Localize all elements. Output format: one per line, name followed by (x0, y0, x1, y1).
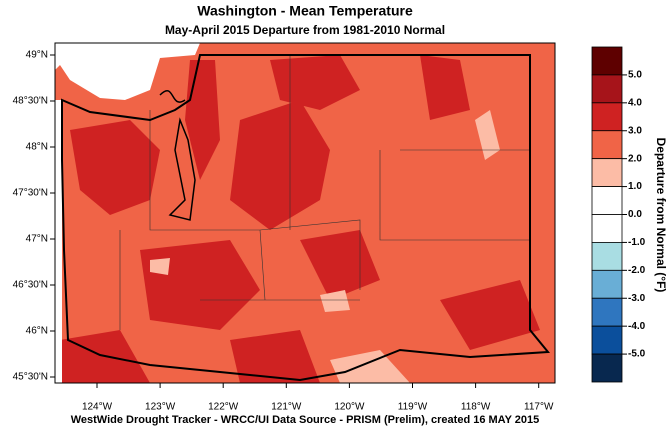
legend-tick-label: 4.0 (628, 97, 642, 108)
lon-label: 121°W (271, 402, 302, 413)
legend-tick-label: 2.0 (628, 153, 642, 164)
legend-tick-label: 3.0 (628, 125, 642, 136)
legend-swatch (591, 46, 623, 76)
lat-label: 49°N (26, 50, 48, 61)
lat-label: 47°30'N (13, 188, 48, 199)
lat-label: 46°N (26, 326, 48, 337)
footer: WestWide Drought Tracker - WRCC/UI Data … (71, 414, 540, 426)
legend-tick-label: -4.0 (628, 321, 646, 332)
lat-label: 48°N (26, 142, 48, 153)
legend-tick-label: 0.0 (628, 209, 642, 220)
lat-label: 46°30'N (13, 280, 48, 291)
legend-swatch (591, 325, 623, 355)
lon-label: 117°W (524, 402, 554, 413)
legend-title: Departure from Normal (°F) (654, 138, 668, 293)
legend-swatch (591, 353, 623, 383)
legend: 5.0 4.0 3.0 2.0 1.0 0.0 -1.0 -2.0 -3.0 -4.0 -5.0 (591, 46, 646, 383)
legend-swatch (591, 74, 623, 104)
legend-swatch (591, 269, 623, 299)
subtitle: May-April 2015 Departure from 1981-2010 … (165, 23, 445, 37)
legend-tick-label: -5.0 (628, 349, 646, 360)
lon-label: 119°W (398, 402, 428, 413)
lat-label: 47°N (26, 234, 48, 245)
legend-tick-label: -2.0 (628, 265, 646, 276)
legend-swatch (591, 158, 623, 187)
legend-swatch (591, 214, 623, 243)
lon-label: 124°W (82, 402, 113, 413)
map (54, 42, 556, 384)
lon-label: 123°W (145, 402, 176, 413)
legend-tick-label: -3.0 (628, 293, 646, 304)
legend-swatch (591, 242, 623, 271)
legend-tick-label: -1.0 (628, 237, 646, 248)
legend-swatch (591, 186, 623, 215)
lat-label: 45°30'N (13, 372, 48, 383)
legend-swatch (591, 130, 623, 160)
lat-label: 48°30'N (13, 96, 48, 107)
lon-label: 118°W (461, 402, 491, 413)
legend-swatch (591, 297, 623, 327)
legend-tick-label: 5.0 (628, 70, 642, 81)
lon-label: 122°W (208, 402, 239, 413)
legend-swatch (591, 102, 623, 132)
lon-label: 120°W (334, 402, 365, 413)
legend-tick-label: 1.0 (628, 181, 642, 192)
title: Washington - Mean Temperature (197, 3, 413, 19)
